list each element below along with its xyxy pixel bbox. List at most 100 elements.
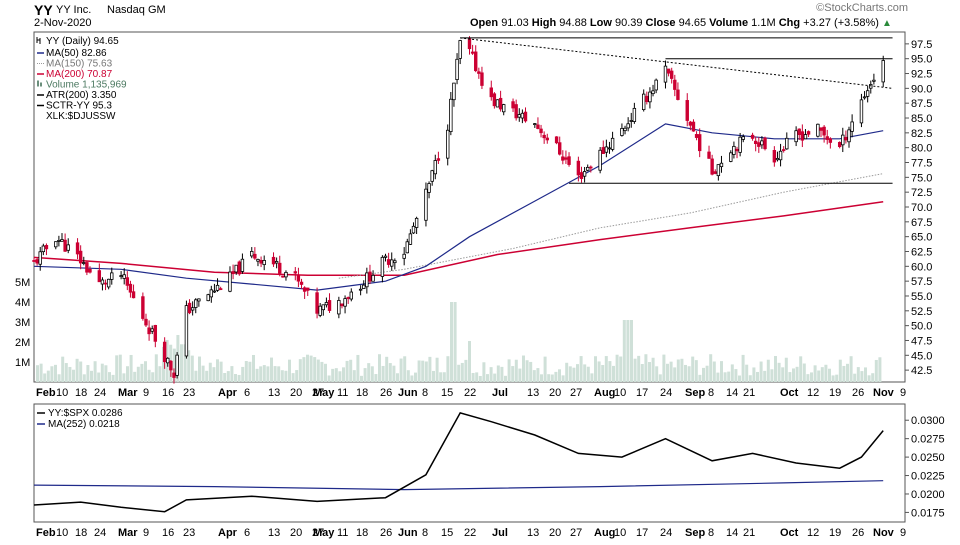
volume-bar xyxy=(723,372,727,382)
candle-body xyxy=(231,271,235,275)
candle xyxy=(57,235,61,247)
volume-bar xyxy=(374,374,378,382)
price-x-tick-label: 27 xyxy=(570,387,582,399)
candle xyxy=(35,258,39,266)
volume-bar xyxy=(655,366,659,382)
volume-bar xyxy=(410,375,414,382)
volume-bar xyxy=(388,363,392,382)
candle xyxy=(362,280,366,289)
candle xyxy=(75,238,80,260)
volume-bar xyxy=(687,366,691,382)
candle-body xyxy=(778,150,783,161)
candle-body xyxy=(806,131,811,135)
volume-axis-tick-label: 5M xyxy=(15,277,30,289)
candle-body xyxy=(122,274,126,279)
candle-body xyxy=(371,274,375,282)
volume-bar xyxy=(745,364,749,382)
volume-bar xyxy=(784,357,788,382)
ratio-x-tick-label: Jul xyxy=(492,527,508,539)
candle xyxy=(797,128,801,140)
ratio-line xyxy=(33,412,884,513)
candle xyxy=(654,78,658,94)
volume-bar xyxy=(180,344,183,382)
candle-body xyxy=(607,147,612,150)
volume-bar xyxy=(856,367,860,382)
price-axis-tick-label: 60.0 xyxy=(911,261,932,273)
candle xyxy=(194,298,198,314)
exchange-name: Nasdaq GM xyxy=(107,4,166,16)
price-axis-tick-label: 85.0 xyxy=(911,113,932,125)
price-axis-tick-label: 67.5 xyxy=(911,217,932,229)
volume-bar xyxy=(342,367,345,382)
candle-body xyxy=(206,294,210,302)
volume-bar xyxy=(558,369,561,382)
candle xyxy=(564,150,568,164)
volume-bar xyxy=(367,363,371,382)
volume-axis-tick-label: 3M xyxy=(15,317,30,329)
ratio-x-tick-label: Nov xyxy=(873,527,895,539)
candle-body xyxy=(340,303,344,307)
candle-body xyxy=(514,104,518,119)
candle-body xyxy=(844,137,848,141)
candle-body xyxy=(669,70,674,79)
candle-body xyxy=(738,136,742,153)
volume-bar xyxy=(799,356,803,382)
price-x-tick-label: 26 xyxy=(852,387,864,399)
candle-body xyxy=(800,131,805,141)
candle-body xyxy=(539,128,543,134)
volume-bar xyxy=(615,354,619,382)
volume-bar xyxy=(194,370,198,382)
candle xyxy=(103,279,108,291)
ratio-x-tick-label: Sep xyxy=(685,527,705,539)
candle-body xyxy=(558,142,562,155)
candle xyxy=(850,114,854,138)
volume-bar xyxy=(586,366,590,382)
volume-bar xyxy=(536,368,540,382)
candle xyxy=(368,264,372,285)
candle xyxy=(669,67,674,84)
candle-body xyxy=(293,271,297,274)
candle-body xyxy=(362,284,366,289)
candle-body xyxy=(414,217,419,228)
candle xyxy=(97,263,102,283)
volume-bar xyxy=(82,374,86,382)
volume-value: 1.1M xyxy=(751,17,776,29)
legend-entry-label: SCTR-YY 95.3 xyxy=(46,101,112,112)
candle-body xyxy=(604,146,609,153)
candle-body xyxy=(408,233,413,245)
price-panel-frame xyxy=(33,31,906,383)
candle-body xyxy=(274,261,279,264)
volume-bar xyxy=(752,367,756,382)
volume-bar xyxy=(435,357,439,382)
candle xyxy=(862,91,867,100)
candle-body xyxy=(673,79,677,90)
candle xyxy=(446,124,450,166)
dotted-trendline xyxy=(460,37,893,89)
candle-body xyxy=(467,38,472,50)
candle xyxy=(212,283,217,294)
candle xyxy=(753,136,758,152)
candle-body xyxy=(666,68,671,74)
volume-bar xyxy=(709,354,713,382)
candle xyxy=(607,141,612,154)
volume-bar xyxy=(302,357,306,382)
candle xyxy=(844,130,848,144)
candle xyxy=(405,238,409,254)
candle xyxy=(128,280,133,298)
volume-bar xyxy=(637,355,641,382)
volume-bar xyxy=(64,363,68,382)
candle-body xyxy=(797,128,801,136)
candle xyxy=(561,150,565,165)
candle xyxy=(281,275,285,278)
candle xyxy=(803,129,808,140)
candle-body xyxy=(772,150,777,163)
volume-axis-tick-label: 4M xyxy=(15,297,30,309)
candle xyxy=(601,140,605,154)
ratio-x-tick-label: 23 xyxy=(183,527,195,539)
candle xyxy=(598,147,602,174)
candle xyxy=(781,146,786,153)
volume-bar xyxy=(795,366,799,382)
price-axis-tick-label: 90.0 xyxy=(911,83,932,95)
candle-body xyxy=(511,101,515,109)
